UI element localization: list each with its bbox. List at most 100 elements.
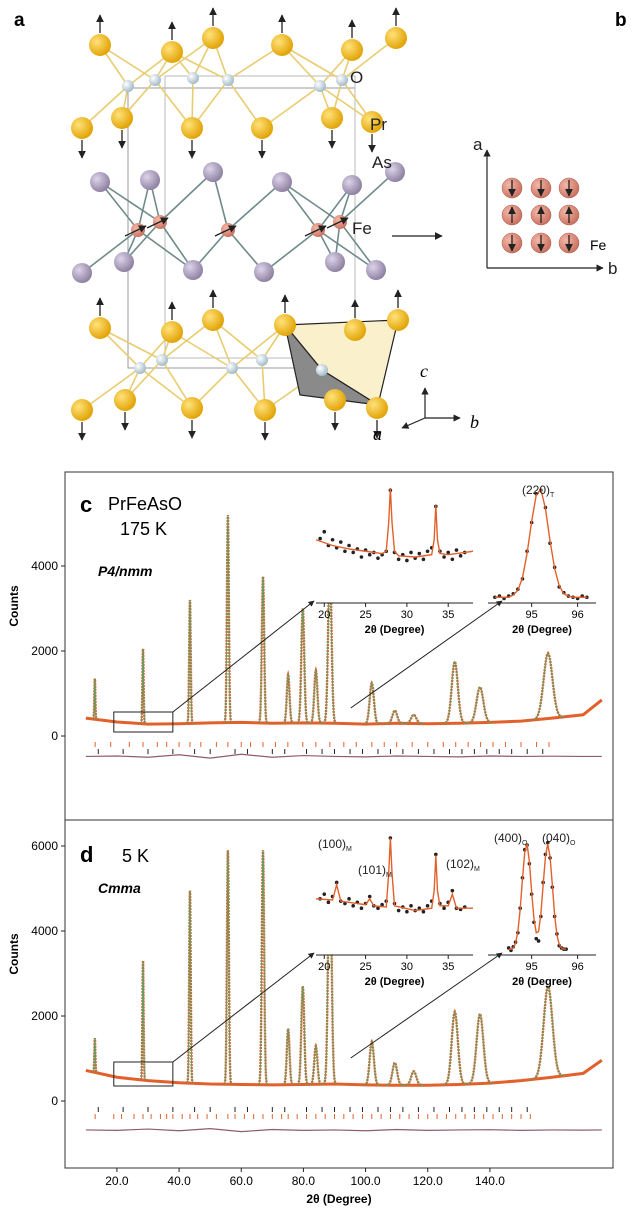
peak-calculated	[186, 599, 194, 724]
peak-observed	[385, 709, 405, 725]
atom	[149, 74, 161, 86]
bond	[341, 37, 397, 81]
axis-label: a	[373, 424, 382, 444]
y-tick-label: 4000	[31, 559, 58, 573]
peak-observed	[257, 850, 269, 1086]
axis-label: c	[420, 361, 428, 381]
peak-observed	[223, 514, 233, 724]
annotation-text: (400)	[494, 831, 522, 845]
peak-observed	[530, 651, 566, 722]
x-tick-label: 20	[318, 961, 330, 973]
atom	[274, 314, 296, 336]
bond	[171, 331, 233, 369]
atom	[366, 260, 386, 280]
x-axis-label: 2θ (Degree)	[512, 976, 572, 988]
atom	[344, 319, 366, 341]
panel-label: d	[80, 842, 93, 867]
observed-point	[446, 550, 451, 555]
panel-label: b	[615, 10, 627, 31]
x-tick-label: 20	[318, 609, 330, 621]
observed-point	[322, 529, 327, 534]
peak-calculated	[403, 714, 424, 725]
atom	[251, 117, 273, 139]
bond	[99, 181, 161, 223]
observed-point	[359, 555, 364, 559]
annotation-text: (100)	[318, 837, 346, 851]
crystal-structure	[71, 7, 409, 441]
bond	[281, 44, 343, 81]
peak-calculated	[296, 608, 309, 724]
atom	[140, 170, 160, 190]
y-tick-label: 4000	[31, 924, 58, 938]
peak-calculated	[223, 514, 232, 723]
peak-observed	[257, 576, 269, 725]
calculated-line	[315, 837, 473, 912]
x-axis-label: 2θ (Degree)	[365, 624, 425, 636]
annotation-subscript: M	[386, 872, 392, 879]
observed-point	[450, 888, 455, 893]
atom-label: Fe	[352, 219, 372, 238]
peak-calculated	[92, 1038, 97, 1074]
peak-calculated	[466, 686, 494, 724]
peak-calculated	[385, 1062, 405, 1086]
observed-point	[396, 557, 401, 562]
atom	[271, 34, 293, 56]
peak-calculated	[92, 678, 97, 720]
spin-arrow	[304, 225, 327, 237]
atom	[202, 309, 224, 331]
peak-calculated	[282, 672, 294, 724]
atom	[181, 117, 203, 139]
peak-observed	[309, 1042, 323, 1086]
observed-point	[359, 906, 364, 910]
bond	[317, 229, 377, 271]
bond	[261, 85, 321, 129]
x-tick-label: 96	[571, 961, 583, 973]
peak-calculated	[140, 960, 146, 1081]
observed-point	[326, 900, 331, 905]
atom	[325, 252, 345, 272]
peak-calculated	[530, 985, 566, 1080]
peak-observed	[363, 1038, 381, 1087]
peak-observed	[466, 685, 494, 725]
atom	[256, 354, 268, 366]
y-axis-label: Counts	[7, 585, 21, 627]
observed-point	[536, 939, 541, 943]
peak-calculated	[363, 1040, 381, 1086]
zoom-box	[113, 711, 174, 733]
peak-calculated	[309, 668, 323, 724]
chart-title: 5 K	[122, 846, 149, 866]
bond	[231, 324, 286, 369]
observed-point	[409, 550, 413, 555]
x-tick-label: 120.0	[413, 1174, 443, 1188]
x-axis-label: 2θ (Degree)	[365, 976, 425, 988]
x-tick-label: 95	[526, 961, 538, 973]
atom	[89, 34, 111, 56]
peak-observed	[223, 850, 233, 1086]
spin-arrow	[214, 225, 237, 237]
annotation-subscript: M	[474, 866, 480, 873]
space-group: P4/nmm	[98, 563, 152, 579]
y-axis-label: Counts	[7, 933, 21, 975]
atom	[72, 263, 92, 283]
observed-point	[421, 909, 426, 914]
peak-annotation: (100)M	[318, 837, 352, 853]
atom	[341, 39, 363, 61]
atom	[385, 162, 405, 182]
annotation-subscript: M	[346, 846, 352, 853]
axis-arrow	[401, 417, 426, 429]
peak-calculated	[442, 1010, 467, 1086]
peak-observed	[530, 983, 566, 1081]
axis-label: a	[473, 135, 483, 154]
peak-calculated	[223, 850, 232, 1085]
x-tick-label: 100.0	[351, 1174, 381, 1188]
spin-arrow	[326, 217, 349, 229]
peak-annotation: (040)O	[542, 831, 576, 847]
peak-observed	[385, 1061, 405, 1087]
y-tick-label: 6000	[31, 839, 58, 853]
calculated-line	[494, 487, 587, 598]
atom	[71, 117, 93, 139]
atom	[385, 27, 407, 49]
observed-point	[343, 549, 347, 554]
peak-annotation: (400)O	[494, 831, 528, 847]
